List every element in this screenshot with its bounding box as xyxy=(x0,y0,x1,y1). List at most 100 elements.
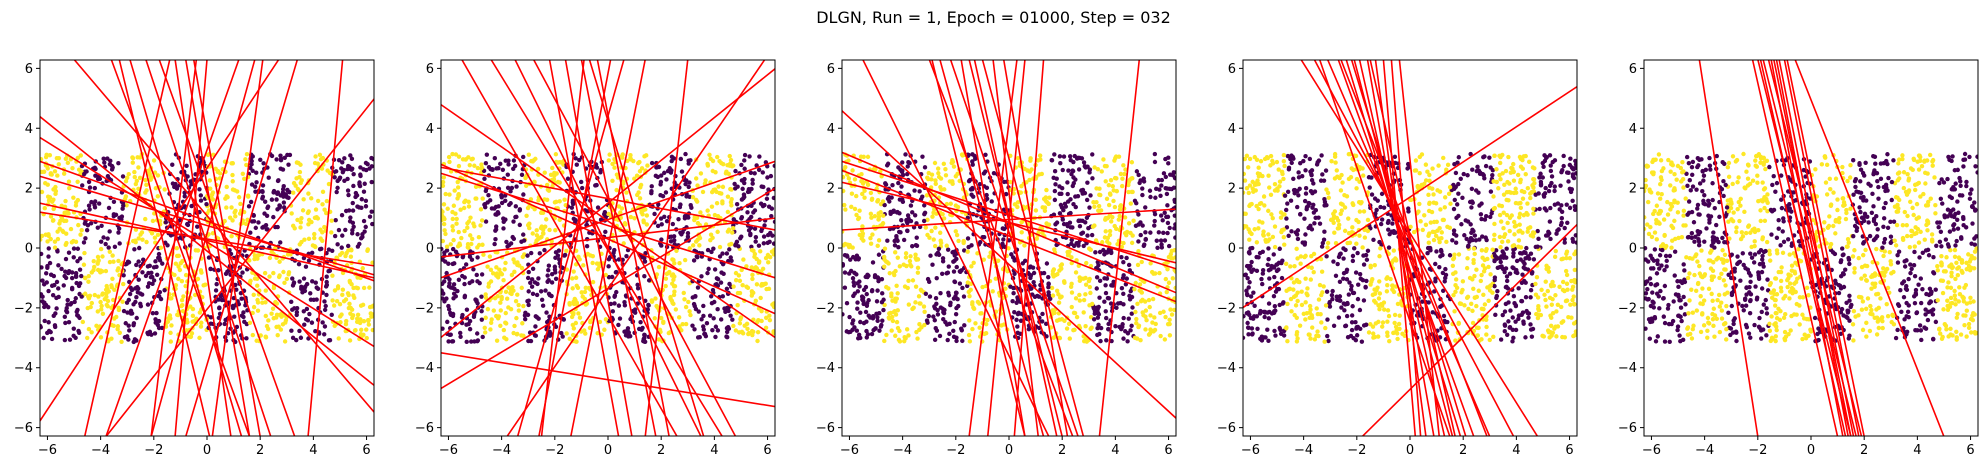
scatter-point xyxy=(742,180,747,186)
scatter-point xyxy=(850,318,856,323)
scatter-point xyxy=(119,339,124,344)
scatter-point xyxy=(1041,270,1047,276)
scatter-point xyxy=(116,161,121,166)
scatter-point xyxy=(521,232,526,237)
scatter-point xyxy=(41,282,47,287)
decision-line xyxy=(931,60,1026,436)
scatter-point xyxy=(345,243,351,249)
scatter-point xyxy=(699,274,704,279)
scatter-point xyxy=(576,254,581,259)
scatter-point xyxy=(49,336,55,342)
scatter-point xyxy=(351,171,356,177)
scatter-point xyxy=(88,304,93,310)
scatter-point xyxy=(849,204,854,210)
scatter-point xyxy=(606,264,611,269)
scatter-point xyxy=(332,175,337,180)
scatter-point xyxy=(446,261,451,266)
scatter-point xyxy=(984,321,989,327)
scatter-point xyxy=(890,314,895,320)
scatter-point xyxy=(252,253,258,258)
scatter-point xyxy=(638,319,643,325)
scatter-point xyxy=(340,292,345,298)
scatter-point xyxy=(576,311,581,316)
scatter-point xyxy=(733,168,738,174)
scatter-point xyxy=(462,295,467,300)
scatter-point xyxy=(182,194,187,199)
scatter-point xyxy=(473,184,479,189)
scatter-point xyxy=(544,182,550,188)
scatter-point xyxy=(940,256,946,261)
scatter-point xyxy=(330,273,335,278)
scatter-point xyxy=(740,282,745,288)
scatter-point xyxy=(663,283,668,289)
scatter-point xyxy=(311,297,316,303)
scatter-point xyxy=(247,258,252,263)
scatter-point xyxy=(1134,169,1140,174)
scatter-point xyxy=(574,300,580,306)
scatter-point xyxy=(939,271,945,277)
scatter-point xyxy=(880,318,885,323)
scatter-point xyxy=(750,276,755,282)
scatter-point xyxy=(770,302,775,307)
scatter-point xyxy=(851,280,856,285)
scatter-point xyxy=(1075,194,1081,199)
scatter-point xyxy=(1064,326,1070,331)
scatter-point xyxy=(755,338,760,344)
scatter-point xyxy=(552,264,558,269)
scatter-point xyxy=(482,176,487,181)
scatter-point xyxy=(607,152,612,157)
scatter-point xyxy=(757,154,762,159)
scatter-point xyxy=(450,261,455,267)
scatter-point xyxy=(488,327,493,332)
scatter-point xyxy=(329,218,334,223)
scatter-point xyxy=(1444,239,1449,245)
scatter-point xyxy=(168,316,173,321)
scatter-point xyxy=(1163,156,1168,162)
scatter-point xyxy=(1081,310,1086,315)
scatter-point xyxy=(320,320,325,325)
scatter-point xyxy=(208,186,213,191)
scatter-point xyxy=(696,309,701,314)
scatter-point xyxy=(1137,288,1142,293)
scatter-point xyxy=(715,328,721,333)
scatter-point xyxy=(130,156,136,161)
scatter-point xyxy=(900,172,906,178)
scatter-point xyxy=(1361,262,1367,267)
scatter-point xyxy=(631,158,636,164)
scatter-point xyxy=(198,193,204,198)
scatter-point xyxy=(534,233,540,238)
scatter-point xyxy=(98,299,103,305)
scatter-point xyxy=(75,155,80,161)
scatter-point xyxy=(1469,205,1474,210)
scatter-point xyxy=(155,173,161,178)
scatter-point xyxy=(1131,218,1136,223)
scatter-point xyxy=(697,243,702,248)
scatter-point xyxy=(1138,299,1144,304)
scatter-point xyxy=(1071,328,1076,333)
scatter-point xyxy=(876,238,882,243)
scatter-point xyxy=(1087,284,1093,290)
scatter-point xyxy=(856,215,862,221)
scatter-point xyxy=(548,172,554,178)
scatter-point xyxy=(961,248,967,253)
scatter-point xyxy=(361,218,367,224)
scatter-point xyxy=(937,333,943,339)
scatter-point xyxy=(1081,160,1087,165)
scatter-point xyxy=(446,154,452,160)
scatter-point xyxy=(1436,163,1441,168)
scatter-point xyxy=(61,218,67,224)
scatter-point xyxy=(1136,248,1141,254)
scatter-point xyxy=(1089,325,1094,330)
scatter-point xyxy=(482,202,487,207)
scatter-point xyxy=(898,230,903,235)
scatter-point xyxy=(1092,204,1097,209)
scatter-point xyxy=(901,262,906,267)
scatter-point xyxy=(1092,165,1097,170)
scatter-point xyxy=(1274,159,1280,165)
scatter-point xyxy=(156,325,162,331)
scatter-point xyxy=(45,166,50,171)
scatter-point xyxy=(923,291,929,296)
scatter-point xyxy=(364,335,369,341)
scatter-point xyxy=(106,205,112,211)
scatter-point xyxy=(1433,276,1438,281)
